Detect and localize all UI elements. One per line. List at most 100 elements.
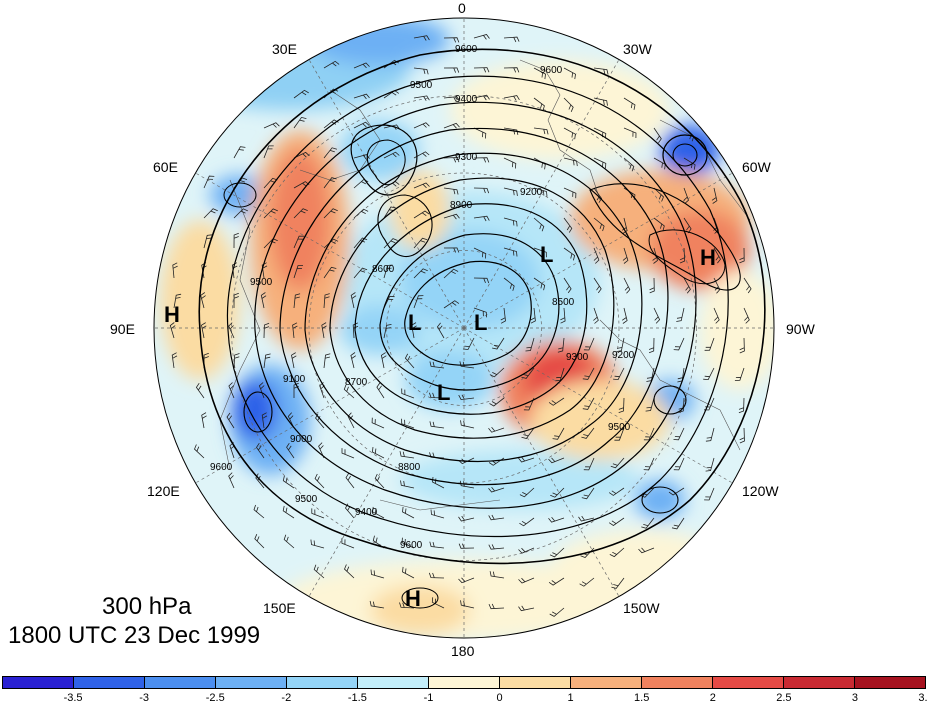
wind-barb	[353, 93, 370, 100]
wind-barb	[413, 122, 430, 129]
wind-barb	[704, 487, 715, 501]
wind-barb	[611, 577, 625, 589]
wind-barb	[473, 277, 490, 284]
wind-barb	[593, 277, 602, 294]
wind-barb	[563, 277, 572, 294]
low-center: L	[474, 310, 487, 335]
wind-barb	[460, 600, 475, 609]
wind-barb	[430, 509, 445, 519]
wind-barb	[321, 322, 327, 339]
wind-barb	[253, 504, 265, 519]
wind-barb	[557, 337, 565, 353]
meridian-line	[463, 327, 733, 484]
wind-barb	[673, 457, 685, 471]
colorbar-tick-label: 1.5	[634, 692, 650, 704]
wind-barb	[258, 382, 265, 399]
wind-barb	[523, 397, 535, 411]
lon-label-90e: 90E	[110, 321, 135, 337]
wind-barb	[291, 352, 297, 369]
wind-barb	[443, 187, 459, 195]
wind-barb	[563, 127, 576, 140]
wind-barb	[519, 487, 535, 498]
contour-label: 8900	[450, 200, 473, 211]
wind-barb	[503, 187, 518, 196]
wind-barb	[323, 293, 330, 309]
contour-label: 8800	[398, 462, 421, 473]
wind-barb	[353, 179, 369, 189]
wind-barb	[645, 397, 655, 412]
wind-barb	[443, 96, 460, 102]
wind-barb	[201, 322, 207, 339]
wind-barb	[488, 544, 505, 550]
wind-barb	[458, 394, 475, 401]
wind-barb	[201, 412, 207, 429]
wind-barb	[563, 67, 576, 80]
wind-barb	[353, 121, 370, 129]
wind-barb	[503, 95, 520, 101]
wind-barb	[203, 175, 215, 189]
wind-barb	[705, 457, 715, 472]
wind-barb	[413, 95, 430, 101]
wind-barb	[369, 600, 385, 609]
lon-label-0: 0	[458, 0, 466, 16]
wind-barb	[533, 127, 549, 135]
wind-barb	[608, 517, 625, 526]
wind-barb	[593, 97, 608, 106]
wind-barb	[533, 97, 545, 111]
lon-label-150e: 150E	[263, 600, 296, 616]
wind-barb	[314, 473, 325, 489]
wind-barb	[683, 277, 691, 294]
colorbar-tick-label: 2.5	[776, 692, 792, 704]
wind-barb	[233, 353, 240, 369]
wind-barb	[228, 472, 235, 489]
wind-barb	[401, 537, 415, 549]
wind-barb	[256, 442, 265, 459]
pressure-centers: H H H L L L L	[164, 242, 716, 611]
wind-barb	[610, 457, 625, 469]
wind-barb	[413, 35, 430, 41]
wind-barb	[555, 367, 565, 382]
wind-barb	[563, 247, 576, 261]
wind-barb	[443, 67, 460, 73]
meridian-line	[195, 172, 465, 329]
wind-barb	[228, 322, 235, 339]
contour-label: 9400	[455, 94, 478, 105]
wind-barb	[233, 146, 246, 159]
wind-barb	[443, 247, 460, 253]
meridian-line	[195, 327, 465, 484]
contour-labels: 9600 9500 9400 9300 9200 9100 9000 8900 …	[210, 44, 635, 551]
wind-barb	[226, 412, 235, 429]
colorbar-segment	[3, 677, 74, 688]
wind-barb	[581, 427, 595, 439]
contour-label: 9200	[612, 350, 635, 361]
low-center: L	[408, 310, 421, 335]
wind-barb	[458, 543, 475, 549]
wind-barb	[533, 277, 546, 291]
wind-barb	[518, 547, 535, 554]
lon-label-150w: 150W	[623, 600, 660, 616]
wind-barb	[473, 157, 490, 163]
wind-barb	[503, 157, 517, 169]
wind-barb	[489, 397, 505, 407]
wind-barb	[593, 67, 609, 75]
wind-barb	[623, 157, 635, 172]
wind-barb	[713, 307, 720, 324]
wind-barb	[443, 37, 460, 43]
wind-barb	[503, 247, 518, 257]
wind-barb	[172, 262, 178, 279]
lon-label-60e: 60E	[153, 159, 178, 175]
wind-barb	[400, 480, 415, 489]
colorbar	[2, 676, 926, 689]
wind-barb	[437, 322, 445, 339]
contour-label: 9100	[283, 374, 306, 385]
wind-barb	[374, 473, 385, 489]
colorbar-tick-label: -2.5	[205, 692, 225, 704]
contour-label: 9500	[410, 80, 433, 91]
wind-barb	[287, 412, 295, 429]
wind-barb	[293, 89, 309, 99]
wind-barb	[673, 427, 685, 441]
wind-barb	[293, 265, 304, 279]
wind-barb	[533, 157, 546, 170]
wind-barb	[318, 442, 325, 459]
wind-barb	[525, 337, 535, 352]
